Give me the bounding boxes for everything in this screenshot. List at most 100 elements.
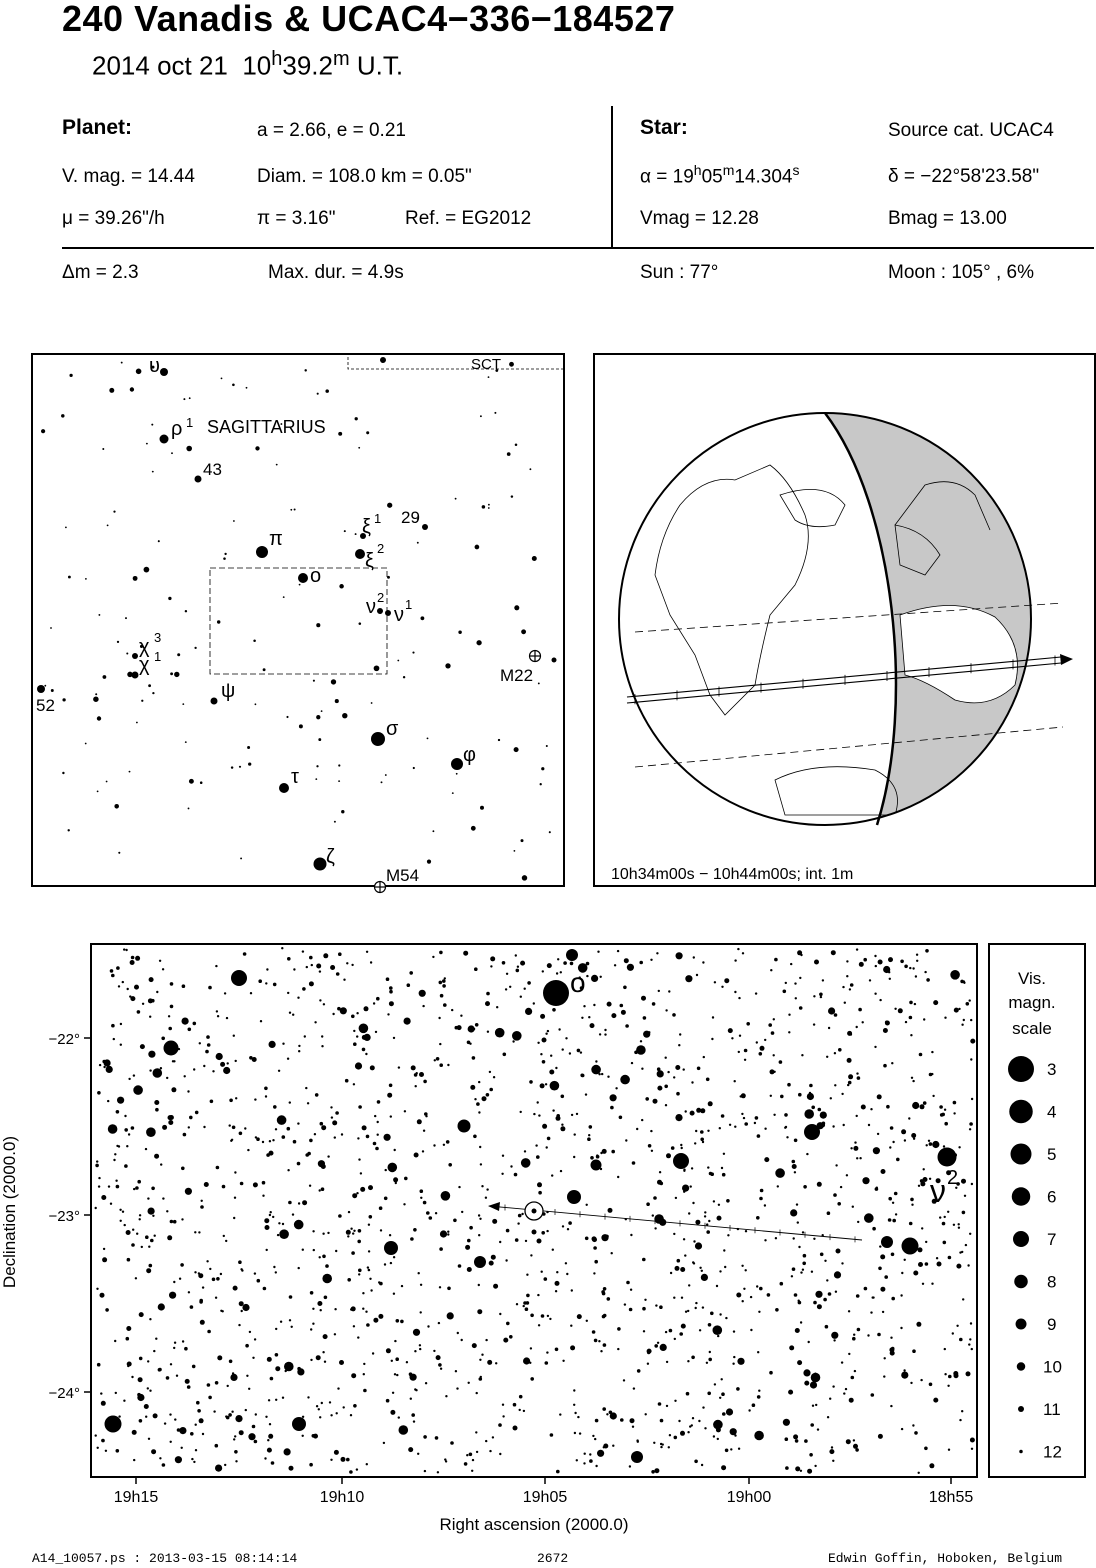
field-star [549,1069,555,1075]
finder-star [168,596,172,601]
field-star [717,1203,721,1206]
field-star [400,1319,404,1324]
field-star [439,1063,444,1067]
finder-star [67,575,71,579]
field-star [396,1373,399,1377]
field-star [226,1062,229,1065]
field-star [421,1150,425,1153]
field-star [423,1469,427,1473]
field-star [284,1369,287,1373]
field-star [590,1156,594,1160]
field-star [813,1300,817,1305]
field-star [323,1360,327,1363]
field-star [798,1092,802,1097]
field-star [751,1403,756,1407]
field-star [689,1110,695,1116]
field-star [318,1189,321,1192]
field-star [252,1182,258,1188]
finder-star [171,452,173,455]
field-star [593,1338,598,1343]
field-star [443,1003,447,1007]
field-star [305,1153,310,1157]
field-star [155,1107,159,1112]
field-star [403,1017,411,1025]
field-star [561,1225,565,1228]
field-star [109,1202,113,1205]
field-star [758,1389,761,1392]
field-star [151,1186,155,1191]
field-star [287,1169,290,1172]
field-star [169,1219,174,1224]
field-star [281,947,284,950]
field-star [444,1460,448,1463]
field-star [700,1269,703,1272]
field-star [965,1002,970,1006]
field-star [335,1111,339,1115]
star-label-chi1-index: 1 [154,649,161,664]
field-star [147,1207,155,1215]
field-star [874,1045,877,1049]
star-label-zeta: ζ [326,846,335,868]
finder-star [279,783,289,793]
field-star [915,953,919,956]
finder-star [230,766,234,769]
field-star [279,1229,289,1239]
field-star [347,1235,350,1238]
field-star [215,1165,220,1170]
field-star [875,1186,878,1189]
field-star [860,1104,866,1110]
field-star [617,1327,621,1331]
field-star [419,1189,424,1193]
field-star [562,1359,565,1362]
field-star [425,1115,428,1118]
field-star [687,1431,690,1434]
field-star [385,1348,391,1354]
field-star [541,970,544,973]
australia-outline [899,605,1018,704]
field-star [264,1218,270,1224]
field-star [166,1210,169,1213]
finder-star [159,434,169,444]
field-star [673,1296,676,1299]
field-star [541,1231,545,1235]
field-star [117,1096,125,1104]
field-star [409,1373,417,1381]
field-star [595,1060,598,1063]
field-star [512,1425,518,1431]
field-star [121,980,125,984]
field-star [335,1412,338,1415]
field-star [254,1136,258,1139]
finder-star [360,533,366,539]
finder-star [132,575,138,581]
field-star [904,964,908,969]
field-star [439,993,444,998]
field-star [961,1210,966,1215]
field-star [517,1213,522,1218]
field-star [438,1016,441,1020]
field-star [199,1319,205,1325]
field-star [826,1416,830,1419]
star-label-xi1-index: 1 [374,511,381,526]
field-star [435,1057,440,1061]
field-star [358,1105,362,1109]
field-star [305,965,308,969]
field-star [665,1404,669,1408]
field-star [668,1434,672,1437]
field-star [694,1142,697,1145]
field-star [942,1145,946,1148]
field-star [126,1326,132,1331]
field-star [700,1463,704,1467]
field-star [845,1174,849,1177]
field-star [910,1381,913,1385]
page-title: 240 Vanadis & UCAC4−336−184527 [62,0,676,39]
field-star [606,1413,609,1416]
field-star [922,1168,925,1171]
field-star [409,1397,412,1400]
star-label-pi: π [269,528,283,550]
field-star [373,1317,379,1323]
field-star [843,1001,846,1004]
field-star [259,1020,263,1023]
field-star [445,1395,448,1398]
field-star [804,1439,808,1443]
field-star [385,977,390,981]
